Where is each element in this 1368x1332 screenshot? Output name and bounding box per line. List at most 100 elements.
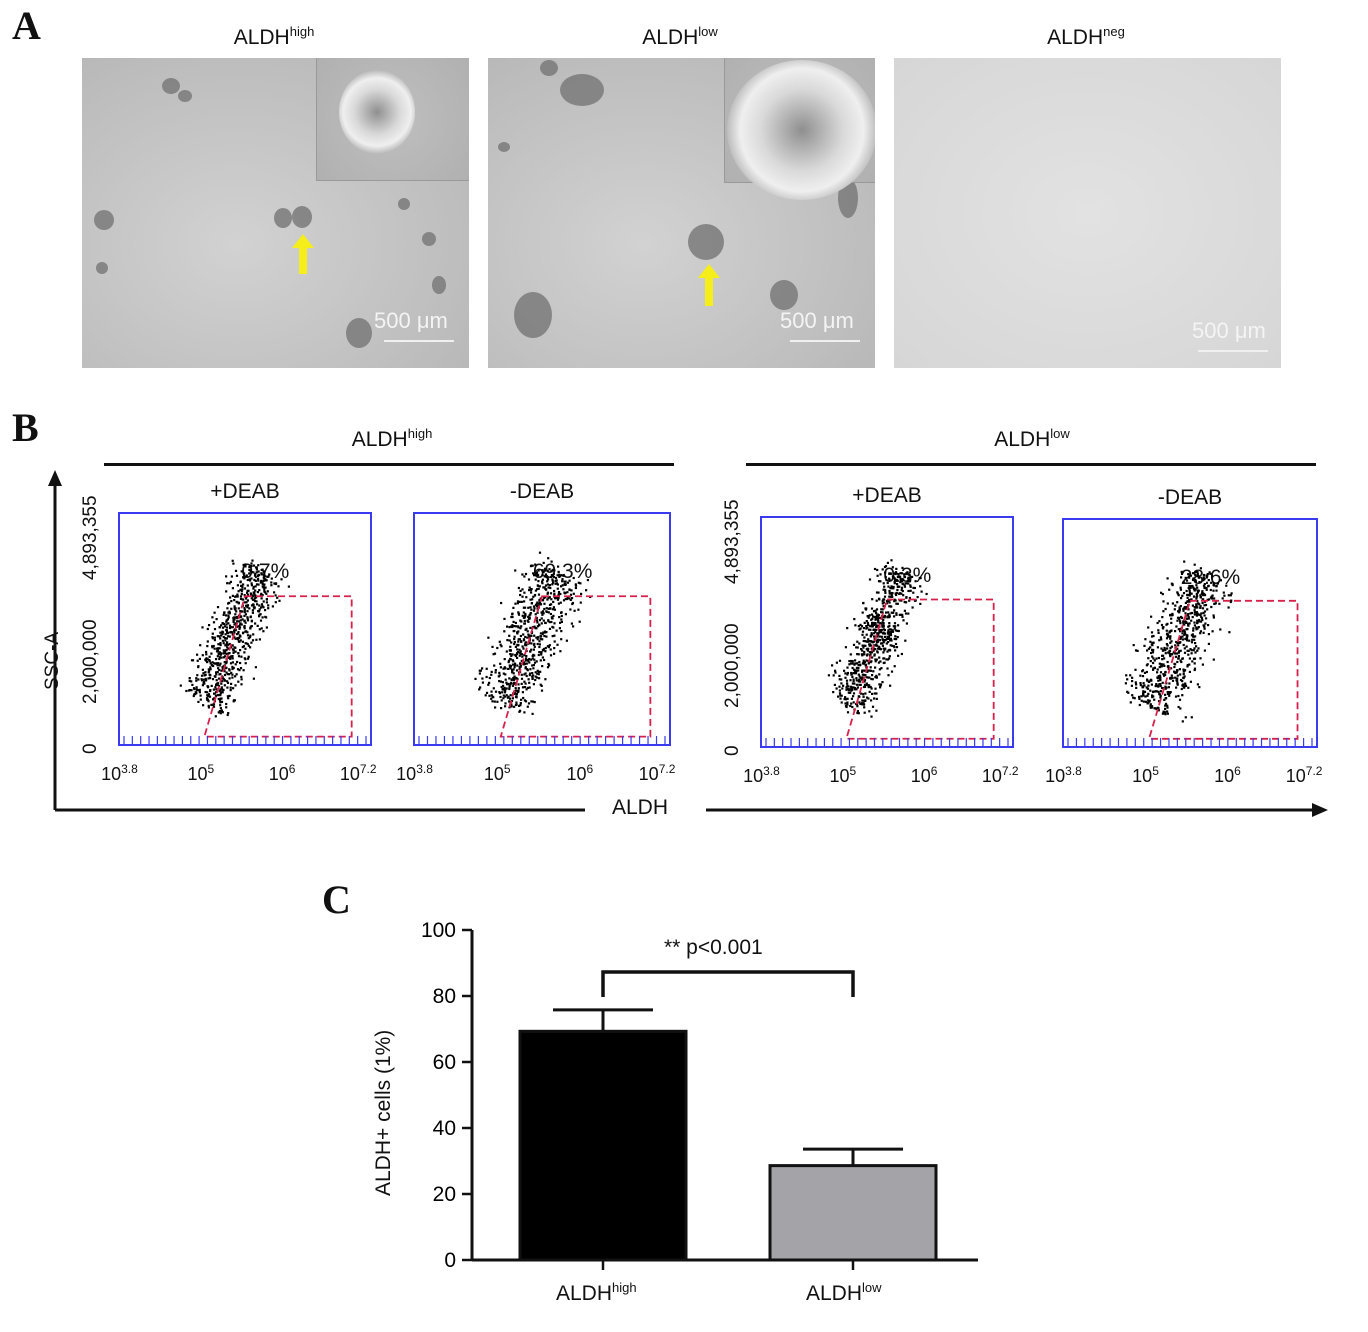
event-dot [240,623,243,626]
event-dot [895,591,898,595]
event-dot [863,653,866,656]
event-dot [239,623,242,626]
event-dot [261,605,264,608]
event-dot [557,596,560,599]
ssc-axis-label: SSC-A [42,631,63,690]
event-dot [1196,606,1199,609]
event-dot [1223,594,1226,597]
event-dot [250,577,253,580]
event-dot [513,625,516,628]
event-dot [226,618,229,621]
event-dot [560,638,563,641]
event-dot [523,591,526,594]
bar-label-high: ALDHhigh [556,1280,637,1305]
event-dot [517,683,520,686]
event-dot [909,585,912,588]
event-dot [206,627,209,631]
event-dot [860,692,863,695]
event-dot [1170,674,1173,677]
event-dot [201,654,204,657]
event-dot [222,688,225,691]
event-dot [264,615,267,618]
event-dot [525,596,528,599]
event-dot [206,691,209,694]
event-dot [553,569,556,572]
event-dot [1173,662,1176,665]
event-dot [862,646,865,649]
event-dot [1227,606,1230,609]
event-dot [540,651,543,654]
event-dot [852,678,855,681]
event-dot [246,642,249,646]
event-dot [516,652,519,655]
event-dot [1192,657,1196,660]
condition-label: -DEAB [1157,486,1223,509]
x-tick-label: 106 [910,764,938,786]
event-dot [260,597,263,600]
event-dot [1153,666,1156,670]
event-dot [246,606,249,609]
event-dot [861,630,865,633]
event-dot [1168,691,1171,694]
event-dot [1188,590,1191,593]
event-dot [251,559,254,562]
event-dot [512,668,515,671]
event-dot [265,601,268,604]
event-dot [837,695,840,698]
event-dot [872,610,876,613]
event-dot [850,662,853,665]
event-dot [517,626,520,629]
event-dot [199,644,202,647]
event-dot [1179,659,1182,662]
event-dot [1177,694,1180,698]
event-dot [560,614,563,618]
event-dot [488,681,491,684]
event-dot [237,607,240,610]
event-dot [1166,712,1169,715]
event-dot [1151,648,1154,651]
event-dot [531,675,534,678]
event-dot [853,687,857,690]
event-dot [249,570,252,573]
event-dot [1206,598,1209,601]
event-dot [871,625,874,628]
event-dot [547,619,550,622]
event-dot [1188,639,1191,642]
event-dot [1203,610,1207,613]
event-dot [863,661,867,664]
event-dot [241,646,244,649]
event-dot [208,670,211,673]
event-dot [884,647,887,650]
event-dot [891,630,894,633]
event-dot [237,625,240,628]
event-dot [266,575,269,578]
event-dot [879,630,883,633]
event-dot [1193,667,1197,670]
event-dot [1159,636,1162,639]
event-dot [225,662,228,665]
event-dot [844,702,847,705]
event-dot [548,664,551,667]
event-dot [1171,676,1174,679]
event-dot [503,666,506,669]
event-dot [226,673,229,676]
gate-polygon [203,595,353,738]
event-dot [545,631,548,634]
event-dot [214,715,217,718]
event-dot [866,649,869,652]
event-dot [1150,631,1154,634]
event-dot [262,570,265,573]
event-dot [255,583,259,586]
event-dot [549,586,552,590]
event-dot [250,562,253,565]
event-dot [210,664,213,667]
event-dot [226,680,229,683]
event-dot [1187,615,1190,618]
event-dot [231,673,234,676]
event-dot [862,702,865,705]
event-dot [884,632,887,635]
event-dot [865,676,868,679]
event-dot [890,594,893,597]
event-dot [1146,678,1149,681]
event-dot [529,626,532,629]
